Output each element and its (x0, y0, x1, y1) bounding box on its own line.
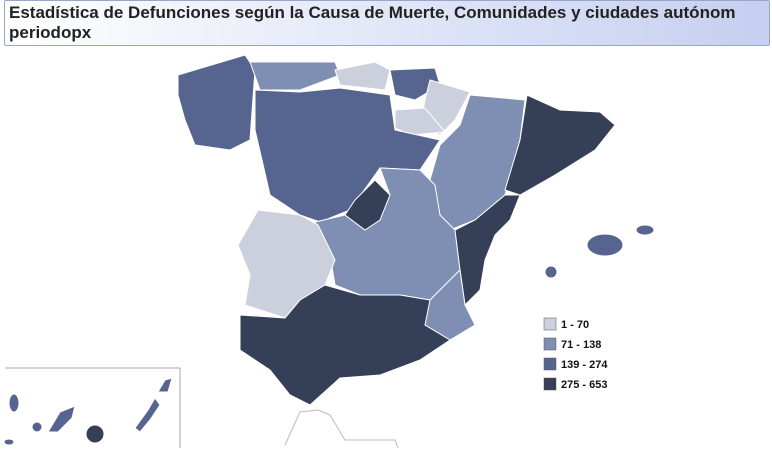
cataluna (504, 94, 616, 196)
gomera (31, 421, 43, 433)
legend-label: 1 - 70 (561, 319, 589, 331)
la-palma (8, 393, 20, 413)
regions (3, 54, 655, 449)
galicia (177, 54, 256, 151)
canarias-frame (5, 367, 181, 448)
gran-canaria (85, 424, 105, 444)
ibiza (544, 265, 558, 279)
legend-label: 275 - 653 (561, 379, 607, 391)
lanzarote (157, 377, 173, 393)
title-line: periodopx (9, 23, 92, 42)
la-rioja (394, 107, 446, 136)
cantabria (334, 61, 391, 91)
legend-swatch (543, 317, 557, 331)
legend: 1 - 70 71 - 138 139 - 274 275 - 653 (543, 317, 608, 391)
andalucia (239, 284, 451, 406)
madrid (344, 179, 391, 231)
title-bar: Estadística de Defunciones según la Caus… (4, 0, 770, 46)
legend-swatch (543, 377, 557, 391)
asturias (249, 61, 341, 91)
fuerteventura (134, 397, 161, 433)
hierro (3, 438, 15, 446)
legend-label: 139 - 274 (561, 359, 608, 371)
legend-swatch (543, 357, 557, 371)
legend-label: 71 - 138 (561, 339, 601, 351)
legend-swatch (543, 337, 557, 351)
menorca (635, 224, 655, 236)
africa-coast (284, 409, 399, 449)
title-line: Estadística de Defunciones según la Caus… (9, 3, 736, 22)
valencia (454, 194, 521, 307)
tenerife (47, 405, 76, 433)
mallorca (586, 233, 624, 257)
